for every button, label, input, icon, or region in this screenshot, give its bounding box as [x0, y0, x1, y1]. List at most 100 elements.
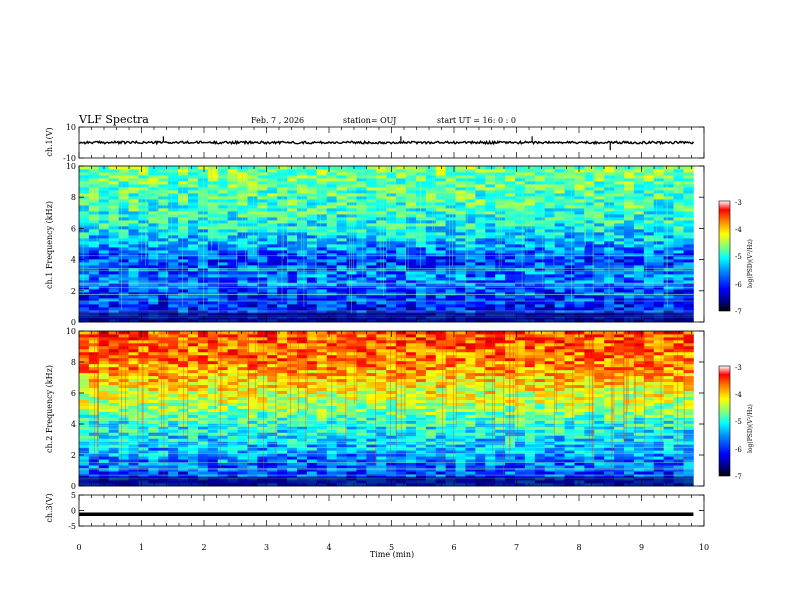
- spectrogram-cell: [326, 223, 338, 227]
- spectrogram-cell: [346, 271, 357, 275]
- spectrogram-cell: [415, 474, 427, 478]
- spectrogram-cell: [88, 438, 100, 442]
- spectrogram-cell: [633, 247, 645, 251]
- spectrogram-cell: [643, 426, 655, 430]
- spectrogram-cell: [406, 262, 417, 266]
- spectrogram-cell: [485, 238, 496, 242]
- spectrogram-cell: [267, 441, 278, 445]
- spectrogram-cell: [396, 220, 407, 224]
- spectrogram-cell: [217, 217, 229, 221]
- spectrogram-cell: [614, 208, 625, 212]
- spectrogram-cell: [624, 438, 635, 442]
- spectrogram-cell: [643, 429, 655, 433]
- spectrogram-cell: [257, 220, 268, 224]
- spectrogram-cell: [287, 205, 298, 209]
- spectrogram-cell: [247, 438, 258, 442]
- spectrogram-cell: [396, 181, 407, 185]
- spectrogram-cell: [366, 310, 377, 314]
- spectrogram-cell: [435, 199, 447, 203]
- spectrogram-cell: [624, 181, 635, 185]
- spectrogram-cell: [366, 169, 377, 173]
- spectrogram-cell: [356, 238, 367, 242]
- spectrogram-cell: [376, 223, 387, 227]
- spectrogram-cell: [297, 474, 308, 478]
- spectrogram-cell: [128, 217, 139, 221]
- spectrogram-cell: [544, 289, 556, 293]
- spectrogram-cell: [614, 256, 625, 260]
- spectrogram-cell: [505, 295, 516, 299]
- spectrogram-cell: [485, 426, 496, 430]
- spectrogram-cell: [237, 307, 248, 311]
- spectrogram-cell: [297, 268, 308, 272]
- spectrogram-cell: [425, 417, 437, 421]
- spectrogram-cell: [108, 169, 120, 173]
- spectrogram-cell: [108, 265, 120, 269]
- spectrogram-cell: [584, 232, 595, 236]
- spectrogram-cell: [415, 211, 427, 215]
- spectrogram-cell: [247, 444, 258, 448]
- spectrogram-cell: [584, 244, 595, 248]
- spectrogram-cell: [197, 205, 209, 209]
- spectrogram-cell: [396, 295, 407, 299]
- spectrogram-cell: [98, 429, 110, 433]
- spectrogram-cell: [138, 295, 149, 299]
- spectrogram-cell: [138, 229, 149, 233]
- spectrogram-cell: [217, 178, 229, 182]
- spectrogram-cell: [495, 181, 506, 185]
- spectrogram-cell: [544, 271, 556, 275]
- spectrogram-cell: [604, 456, 615, 460]
- spectrogram-cell: [366, 187, 377, 191]
- spectrogram-cell: [197, 429, 209, 433]
- spectrogram-cell: [356, 447, 367, 451]
- spectrogram-cell: [326, 456, 338, 460]
- spectrogram-cell: [316, 205, 328, 209]
- spectrogram-cell: [663, 259, 674, 263]
- spectrogram-cell: [643, 217, 655, 221]
- spectrogram-cell: [247, 268, 258, 272]
- spectrogram-cell: [515, 459, 526, 463]
- spectrogram-cell: [386, 262, 397, 266]
- spectrogram-cell: [683, 181, 694, 185]
- spectrogram-cell: [505, 199, 516, 203]
- spectrogram-cell: [584, 199, 595, 203]
- spectrogram-cell: [237, 441, 248, 445]
- spectrogram-cell: [148, 298, 159, 302]
- spectrogram-cell: [544, 444, 556, 448]
- spectrogram-cell: [356, 187, 367, 191]
- spectrogram-cell: [584, 283, 595, 287]
- spectrogram-cell: [366, 444, 377, 448]
- spectrogram-cell: [505, 456, 516, 460]
- spectrogram-cell: [425, 187, 437, 191]
- spectrogram-cell: [624, 310, 635, 314]
- spectrogram-cell: [673, 271, 684, 275]
- spectrogram-cell: [534, 250, 546, 254]
- spectrogram-cell: [128, 226, 139, 230]
- spectrogram-cell: [178, 417, 189, 421]
- spectrogram-cell: [386, 444, 397, 448]
- spectrogram-cell: [207, 172, 219, 176]
- spectrogram-cell: [316, 307, 328, 311]
- spectrogram-cell: [366, 262, 377, 266]
- spectrogram-cell: [346, 175, 357, 179]
- spectrogram-cell: [178, 465, 189, 469]
- spectrogram-cell: [663, 274, 674, 278]
- spectrogram-cell: [495, 262, 506, 266]
- spectrogram-cell: [564, 253, 575, 257]
- spectrogram-cell: [425, 271, 437, 275]
- spectrogram-cell: [475, 438, 486, 442]
- spectrogram-cell: [425, 274, 437, 278]
- spectrogram-cell: [178, 271, 189, 275]
- spectrogram-cell: [188, 253, 199, 257]
- spectrogram-cell: [316, 232, 328, 236]
- spectrogram-cell: [683, 226, 694, 230]
- spectrogram-cell: [435, 307, 447, 311]
- spectrogram-cell: [366, 289, 377, 293]
- spectrogram-cell: [475, 256, 486, 260]
- spectrogram-cell: [415, 184, 427, 188]
- spectrogram-cell: [247, 447, 258, 451]
- spectrogram-cell: [485, 217, 496, 221]
- spectrogram-cell: [554, 295, 565, 299]
- spectrogram-cell: [445, 217, 456, 221]
- spectrogram-cell: [217, 310, 229, 314]
- spectrogram-cell: [118, 175, 129, 179]
